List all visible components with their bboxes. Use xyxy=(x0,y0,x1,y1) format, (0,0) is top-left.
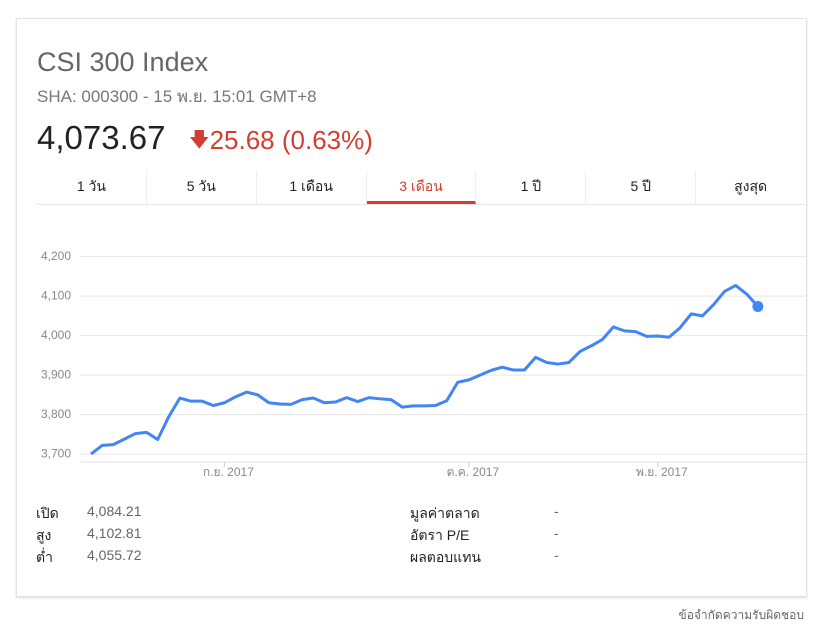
stat-label: สูง xyxy=(36,527,52,543)
down-arrow: 🡇 xyxy=(189,129,210,151)
range-tab[interactable]: 1 วัน xyxy=(37,171,147,204)
title: CSI 300 Index xyxy=(37,47,209,77)
y-tick-label: 4,100 xyxy=(41,288,71,302)
x-tick-label: ก.ย. 2017 xyxy=(203,465,254,479)
stat-value: - xyxy=(554,503,559,519)
y-tick-label: 4,000 xyxy=(41,328,71,342)
stat-value: - xyxy=(554,547,559,563)
y-tick-label: 3,800 xyxy=(41,407,71,421)
x-tick-label: ต.ค. 2017 xyxy=(447,465,500,479)
x-tick-label: พ.ย. 2017 xyxy=(636,465,688,479)
price-line xyxy=(90,283,760,456)
range-tab[interactable]: 5 ปี xyxy=(586,171,697,204)
range-tab[interactable]: สูงสุด xyxy=(734,178,768,194)
disclaimer-link[interactable]: ข้อจำกัดความรับผิดชอบ xyxy=(678,608,804,622)
y-tick-label: 3,900 xyxy=(41,367,71,381)
y-tick-label: 3,700 xyxy=(41,446,71,460)
price: 4,073.67 xyxy=(37,119,166,156)
change-text: 25.68 (0.63%) xyxy=(209,125,373,155)
range-tabs: 1 วัน 5 วัน 1 เดือน 3 เดือน 1 ปี 5 ปี สูงสุด xyxy=(37,171,805,205)
finance-card: CSI 300 Index SHA: 000300 - 15 พ.ย. 15:0… xyxy=(16,18,807,597)
subtitle: SHA: 000300 - 15 พ.ย. 15:01 GMT+8 xyxy=(37,87,317,106)
stat-label: มูลค่าตลาด xyxy=(410,505,480,521)
stat-label: ผลตอบแทน xyxy=(410,549,481,565)
y-tick-label: 4,200 xyxy=(41,249,71,263)
price-change: 🡇25.68 (0.63%) xyxy=(189,125,373,159)
stat-value: - xyxy=(554,525,559,541)
range-tab[interactable]: 3 เดือน xyxy=(366,171,477,204)
stat-label: เปิด xyxy=(36,505,59,521)
stat-label: อัตรา P/E xyxy=(410,527,470,543)
range-tab[interactable]: 5 วัน xyxy=(147,171,257,204)
stat-value: 4,102.81 xyxy=(87,525,142,541)
range-tab[interactable]: 1 ปี xyxy=(476,171,587,204)
stat-value: 4,084.21 xyxy=(87,503,142,519)
stat-label: ต่ำ xyxy=(36,549,53,565)
stat-value: 4,055.72 xyxy=(87,547,142,563)
last-point xyxy=(752,301,764,313)
range-tab[interactable]: 1 เดือน xyxy=(257,171,367,204)
